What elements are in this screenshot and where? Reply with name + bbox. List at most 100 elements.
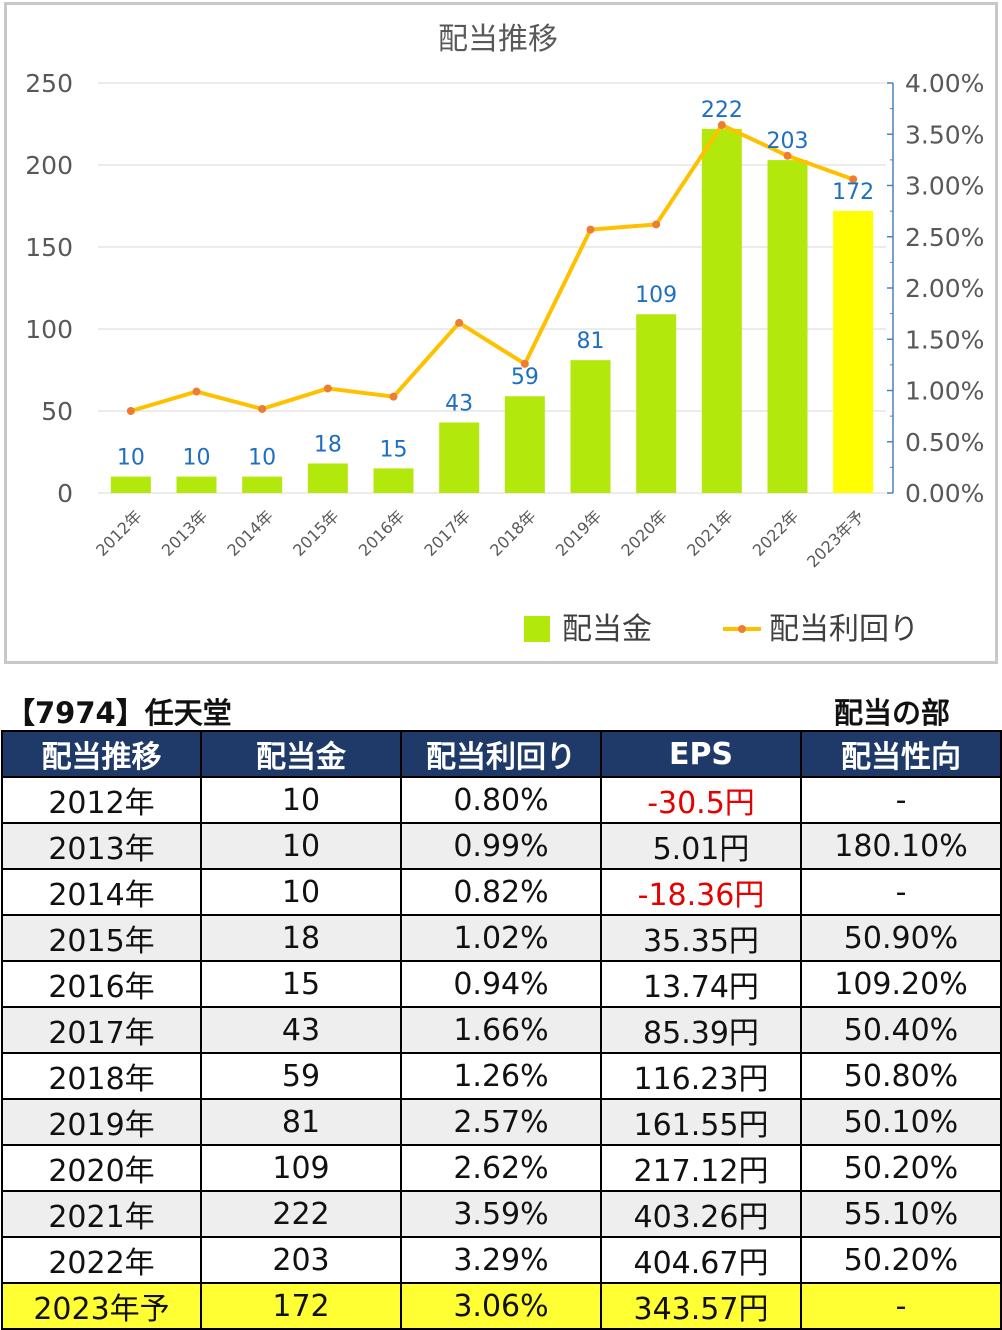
bar-data-label: 81 bbox=[577, 329, 605, 354]
yield-point bbox=[192, 387, 201, 396]
cell-eps: -30.5円 bbox=[600, 776, 802, 824]
yield-point bbox=[717, 121, 726, 130]
legend-line-marker bbox=[738, 625, 746, 633]
bar-data-label: 109 bbox=[635, 283, 677, 308]
yield-point bbox=[652, 220, 661, 229]
bar bbox=[636, 314, 677, 493]
cell-yield: 0.94% bbox=[400, 960, 602, 1008]
cell-eps: 85.39円 bbox=[600, 1006, 802, 1054]
y-left-tick-label: 100 bbox=[25, 315, 73, 344]
header-dividend: 配当金 bbox=[200, 730, 402, 778]
bar bbox=[701, 128, 742, 494]
table-row: 2017年 43 1.66% 85.39円 50.40% bbox=[1, 1006, 1002, 1054]
cell-payout: 109.20% bbox=[800, 960, 1002, 1008]
cell-payout: - bbox=[800, 868, 1002, 916]
y-right-tick-label: 4.00% bbox=[905, 69, 984, 98]
yield-point bbox=[783, 151, 792, 160]
cell-payout: 50.80% bbox=[800, 1052, 1002, 1100]
cell-yield: 1.66% bbox=[400, 1006, 602, 1054]
table-header-row: 配当推移 配当金 配当利回り EPS 配当性向 bbox=[1, 730, 1002, 778]
table-row: 2023年予 172 3.06% 343.57円 - bbox=[1, 1282, 1002, 1330]
cell-yield: 3.06% bbox=[400, 1282, 602, 1330]
x-tick-label: 2021年 bbox=[683, 506, 737, 560]
bar-data-label: 10 bbox=[117, 446, 145, 471]
cell-dividend: 81 bbox=[200, 1098, 402, 1146]
cell-payout: - bbox=[800, 1282, 1002, 1330]
cell-year: 2021年 bbox=[1, 1190, 202, 1238]
cell-yield: 3.59% bbox=[400, 1190, 602, 1238]
y-left-tick-label: 50 bbox=[41, 397, 73, 426]
yield-point bbox=[389, 392, 398, 401]
bar bbox=[504, 396, 545, 493]
table-row: 2012年 10 0.80% -30.5円 - bbox=[1, 776, 1002, 824]
yield-point bbox=[126, 407, 135, 415]
cell-dividend: 10 bbox=[200, 776, 402, 824]
cell-yield: 0.99% bbox=[400, 822, 602, 870]
y-right-tick-label: 1.00% bbox=[905, 377, 984, 406]
yield-point bbox=[849, 175, 858, 184]
table-row: 2014年 10 0.82% -18.36円 - bbox=[1, 868, 1002, 916]
legend-line-label: 配当利回り bbox=[769, 612, 919, 647]
cell-eps: 343.57円 bbox=[600, 1282, 802, 1330]
y-left-tick-label: 0 bbox=[57, 479, 73, 508]
cell-payout: 50.10% bbox=[800, 1098, 1002, 1146]
cell-year: 2018年 bbox=[1, 1052, 202, 1100]
header-year: 配当推移 bbox=[1, 730, 202, 778]
yield-line bbox=[130, 123, 854, 413]
y-right-tick-label: 0.50% bbox=[905, 428, 984, 457]
table-row: 2020年 109 2.62% 217.12円 50.20% bbox=[1, 1144, 1002, 1192]
yield-point bbox=[520, 359, 529, 368]
x-tick-label: 2014年 bbox=[223, 506, 277, 560]
cell-yield: 2.62% bbox=[400, 1144, 602, 1192]
cell-year: 2023年予 bbox=[1, 1282, 202, 1330]
x-tick-label: 2018年 bbox=[486, 506, 540, 560]
table-row: 2018年 59 1.26% 116.23円 50.80% bbox=[1, 1052, 1002, 1100]
cell-yield: 0.80% bbox=[400, 776, 602, 824]
cell-eps: 403.26円 bbox=[600, 1190, 802, 1238]
yield-point bbox=[258, 404, 267, 413]
legend-bar-swatch bbox=[524, 616, 550, 642]
cell-year: 2013年 bbox=[1, 822, 202, 870]
chart-title: 配当推移 bbox=[438, 22, 558, 57]
cell-year: 2015年 bbox=[1, 914, 202, 962]
cell-eps: 35.35円 bbox=[600, 914, 802, 962]
x-tick-label: 2017年 bbox=[420, 506, 474, 560]
x-tick-label: 2022年 bbox=[749, 506, 803, 560]
cell-year: 2019年 bbox=[1, 1098, 202, 1146]
cell-year: 2017年 bbox=[1, 1006, 202, 1054]
yield-point bbox=[586, 225, 595, 234]
table-row: 2016年 15 0.94% 13.74円 109.20% bbox=[1, 960, 1002, 1008]
y-right-tick-label: 1.50% bbox=[905, 325, 984, 354]
y-right-tick-label: 3.00% bbox=[905, 172, 984, 201]
section-label: 配当の部 bbox=[834, 696, 951, 730]
cell-year: 2014年 bbox=[1, 868, 202, 916]
bar bbox=[307, 463, 348, 493]
x-tick-label: 2013年 bbox=[158, 506, 212, 560]
bar bbox=[242, 476, 283, 493]
x-tick-label: 2020年 bbox=[617, 506, 671, 560]
cell-yield: 2.57% bbox=[400, 1098, 602, 1146]
cell-payout: 50.90% bbox=[800, 914, 1002, 962]
cell-dividend: 15 bbox=[200, 960, 402, 1008]
cell-eps: 161.55円 bbox=[600, 1098, 802, 1146]
legend-bar-label: 配当金 bbox=[562, 612, 652, 647]
cell-eps: 217.12円 bbox=[600, 1144, 802, 1192]
table-row: 2013年 10 0.99% 5.01円 180.10% bbox=[1, 822, 1002, 870]
x-tick-label: 2012年 bbox=[92, 506, 146, 560]
bar-data-label: 203 bbox=[767, 129, 809, 154]
bar-data-label: 15 bbox=[380, 437, 408, 462]
cell-yield: 1.26% bbox=[400, 1052, 602, 1100]
bar bbox=[439, 422, 480, 493]
table-row: 2022年 203 3.29% 404.67円 50.20% bbox=[1, 1236, 1002, 1284]
cell-payout: 50.20% bbox=[800, 1144, 1002, 1192]
cell-dividend: 109 bbox=[200, 1144, 402, 1192]
bar-data-label: 172 bbox=[832, 180, 874, 205]
cell-year: 2016年 bbox=[1, 960, 202, 1008]
cell-payout: 50.40% bbox=[800, 1006, 1002, 1054]
cell-yield: 3.29% bbox=[400, 1236, 602, 1284]
cell-eps: -18.36円 bbox=[600, 868, 802, 916]
cell-dividend: 222 bbox=[200, 1190, 402, 1238]
cell-dividend: 172 bbox=[200, 1282, 402, 1330]
bar bbox=[570, 360, 611, 493]
bar bbox=[373, 468, 414, 493]
